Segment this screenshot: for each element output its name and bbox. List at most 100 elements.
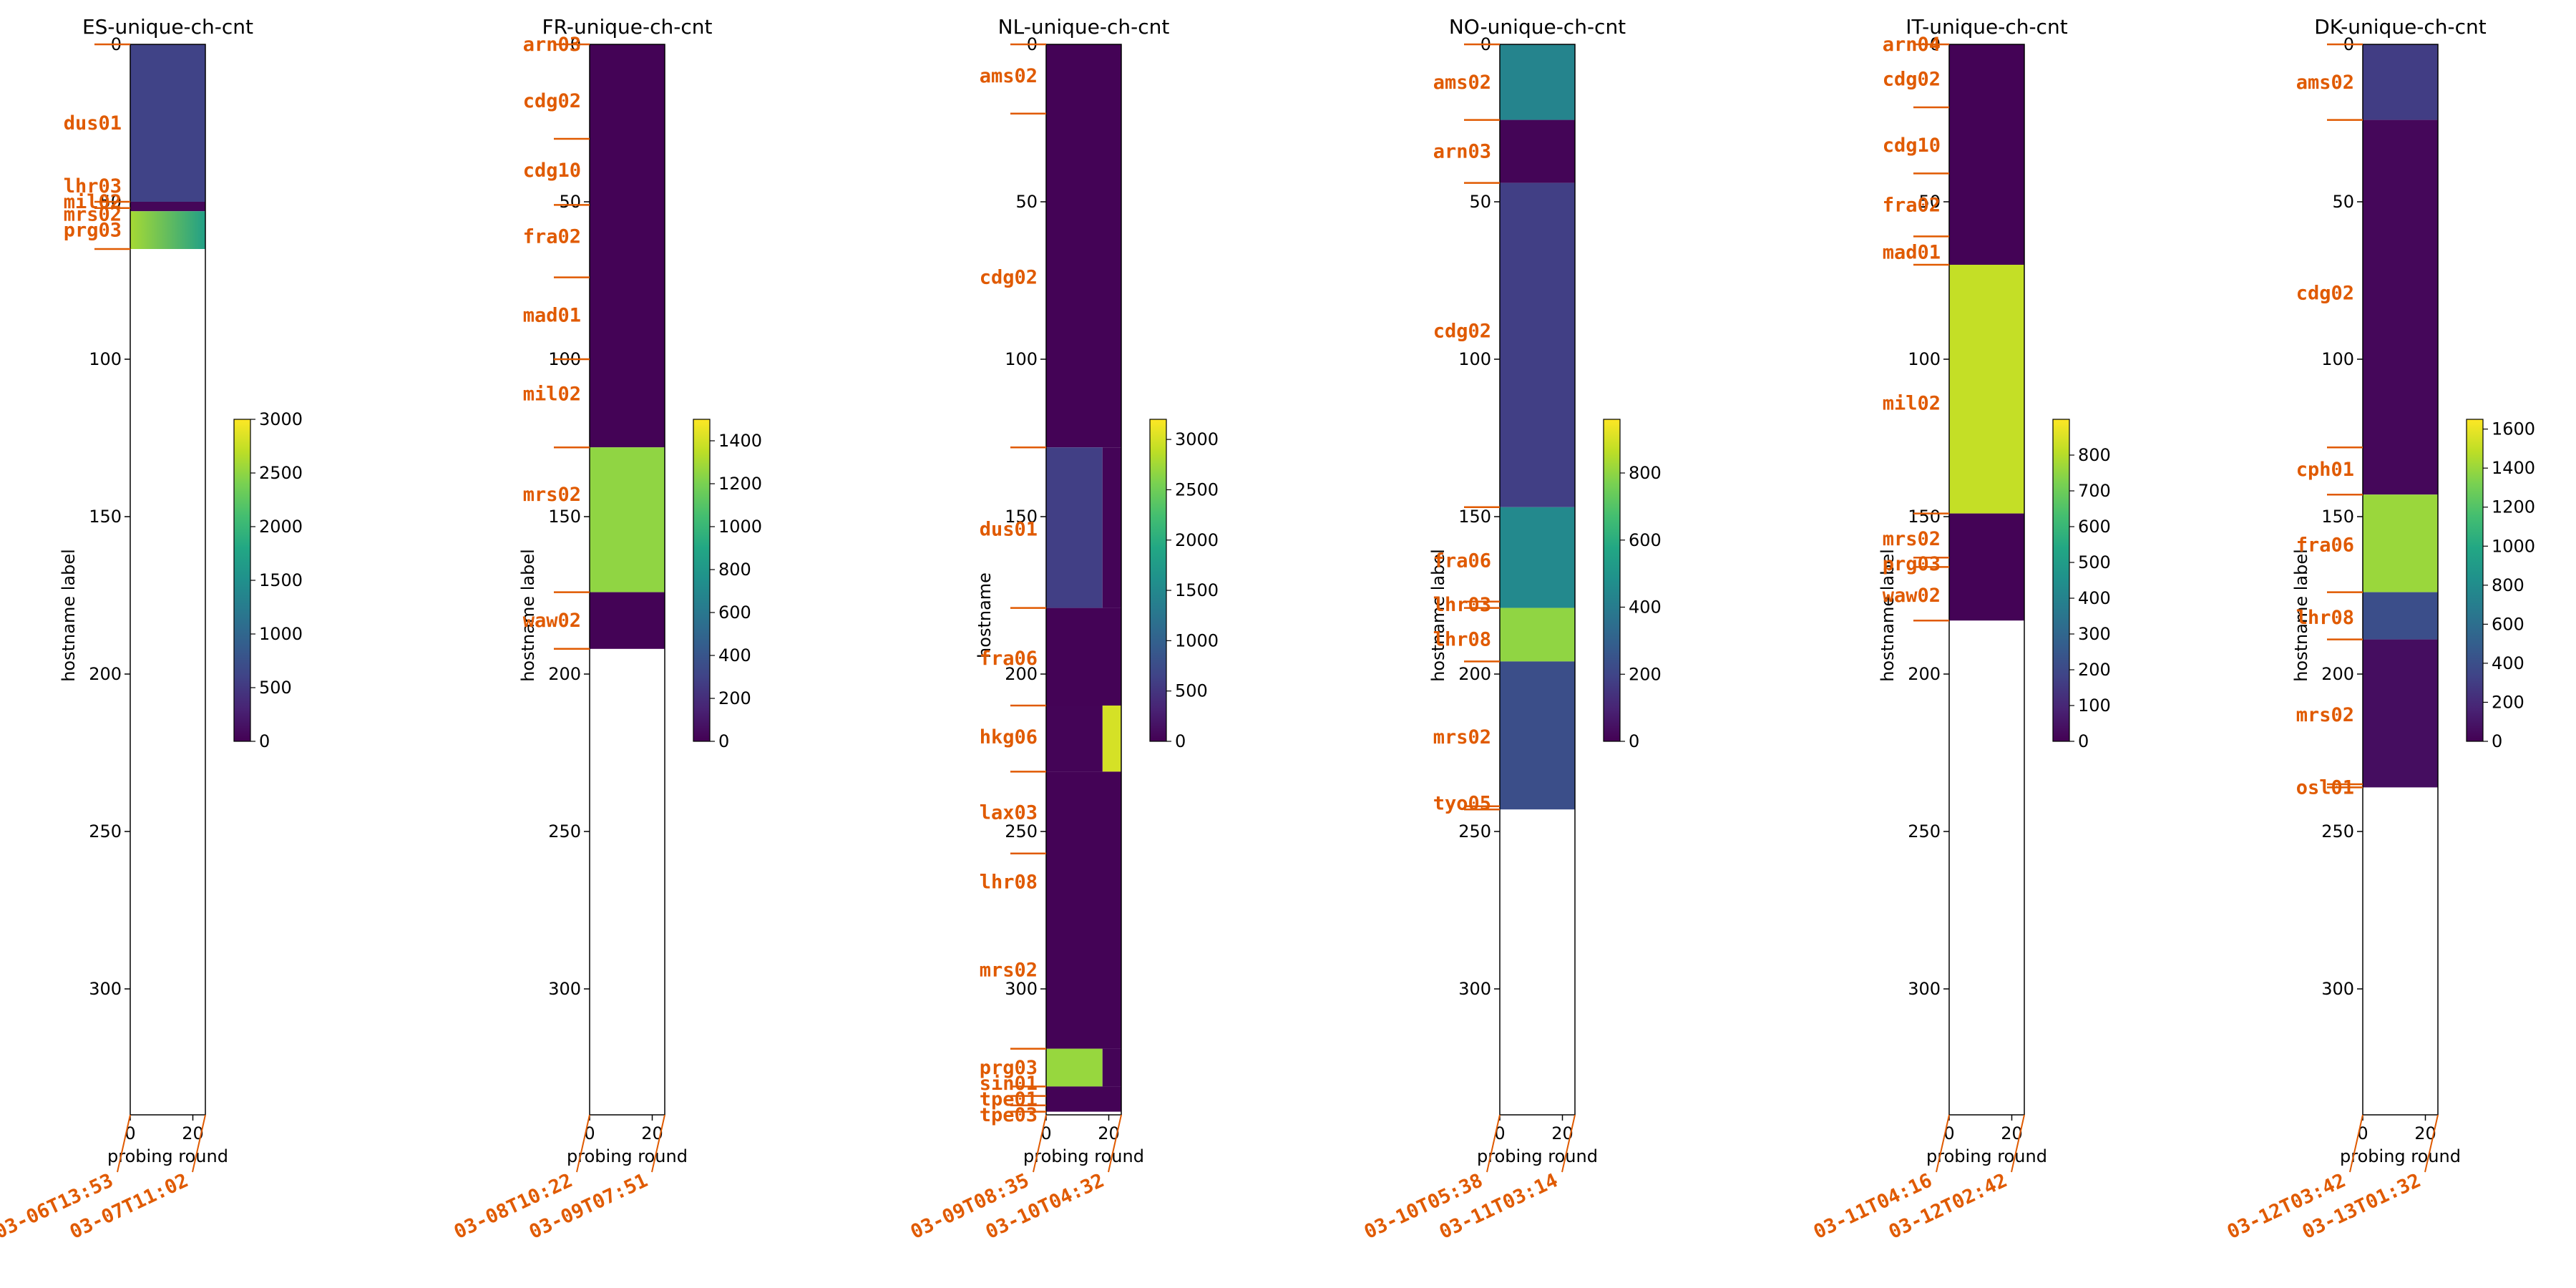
x-axis-label: probing round — [567, 1146, 688, 1166]
colorbar-tick-label: 800 — [2492, 575, 2524, 595]
colorbar-tick-label: 400 — [718, 645, 751, 665]
x-axis-label: probing round — [107, 1146, 228, 1166]
host-label: prg03 — [980, 1057, 1038, 1079]
colorbar-tick-label: 1000 — [1175, 630, 1219, 650]
colorbar-tick-label: 1500 — [1175, 580, 1219, 600]
host-label: lhr03 — [1433, 594, 1491, 616]
y-tick-label: 150 — [1908, 507, 1941, 527]
colorbar-tick-label: 500 — [1175, 681, 1208, 701]
y-axis-label: hostname label — [1428, 549, 1448, 682]
heatmap-band — [2363, 44, 2438, 120]
heatmap-band — [1500, 608, 1575, 662]
heatmap-band — [1046, 1086, 1121, 1112]
host-label: cdg10 — [1883, 135, 1941, 157]
colorbar-tick-label: 3000 — [259, 409, 303, 429]
y-tick-label: 150 — [89, 507, 122, 527]
host-label: fra06 — [1433, 550, 1491, 572]
x-axis-label: probing round — [1926, 1146, 2047, 1166]
host-label: dus01 — [980, 519, 1038, 541]
host-label: lhr08 — [2296, 607, 2354, 629]
axes-frame — [1948, 44, 2025, 1116]
colorbar-tick-label: 1600 — [2492, 419, 2535, 439]
date-tick — [1561, 1114, 1576, 1173]
heatmap-band — [2363, 592, 2438, 640]
date-tick — [1108, 1114, 1122, 1173]
y-tick-label: 50 — [559, 192, 581, 212]
y-tick-label: 50 — [1015, 192, 1038, 212]
colorbar-tick-label: 200 — [1629, 664, 1662, 684]
host-label: tpe03 — [980, 1104, 1038, 1126]
x-axis-label: probing round — [2340, 1146, 2461, 1166]
host-label: waw02 — [1883, 585, 1941, 607]
y-tick-label: 200 — [1458, 664, 1491, 684]
host-label: fra02 — [523, 225, 581, 248]
host-label: mrs02 — [980, 960, 1038, 982]
colorbar-frame — [1603, 419, 1621, 742]
host-label: arn03 — [523, 34, 581, 56]
heatmap-band — [1046, 608, 1121, 706]
heatmap-band — [1046, 447, 1103, 608]
host-label: fra06 — [980, 648, 1038, 670]
colorbar: 0 500 1000 1500 2000 2500 3000 — [233, 409, 303, 751]
date-tick — [576, 1114, 590, 1173]
colorbar-tick-label: 600 — [1629, 530, 1662, 550]
y-axis-label: hostname label — [2291, 549, 2311, 682]
panel-title: DK-unique-ch-cnt — [2314, 15, 2487, 39]
colorbar-tick-label: 600 — [2078, 517, 2111, 537]
y-tick-label: 100 — [1908, 349, 1941, 369]
host-label: cdg02 — [980, 267, 1038, 289]
y-axis-label: hostname label — [518, 549, 538, 682]
y-tick-label: 150 — [548, 507, 581, 527]
date-tick — [2424, 1114, 2439, 1173]
heatmap-band — [2363, 639, 2438, 788]
heatmap-band — [1949, 265, 2024, 514]
host-label: ams02 — [2296, 72, 2354, 94]
colorbar-tick-label: 1200 — [718, 474, 762, 494]
host-label: mrs02 — [1433, 726, 1491, 748]
x-axis-label: probing round — [1023, 1146, 1144, 1166]
y-tick-label: 250 — [1458, 821, 1491, 841]
colorbar-gradient — [1150, 419, 1166, 741]
heatmap-band — [2363, 494, 2438, 592]
colorbar-tick-label: 3000 — [1175, 429, 1219, 449]
colorbar-tick-label: 600 — [2492, 614, 2524, 634]
host-label: lhr08 — [980, 871, 1038, 893]
heatmap-band — [1046, 771, 1121, 1049]
x-axis-label: probing round — [1477, 1146, 1598, 1166]
heatmap-band — [2363, 119, 2438, 495]
panel-title: IT-unique-ch-cnt — [1906, 15, 2067, 39]
colorbar-tick-label: 0 — [2078, 731, 2089, 751]
date-tick — [1033, 1114, 1047, 1173]
host-label: cdg10 — [523, 160, 581, 182]
colorbar: 0 200 400 600 800 1000 1200 1400 — [693, 419, 762, 751]
y-tick-label: 300 — [1458, 979, 1491, 999]
colorbar-gradient — [234, 419, 250, 741]
host-label: arn04 — [1883, 34, 1941, 56]
heatmap-band — [1102, 706, 1121, 772]
host-label: waw02 — [523, 610, 581, 632]
colorbar-gradient — [2053, 419, 2069, 741]
y-tick-label: 50 — [2332, 192, 2354, 212]
colorbar-tick-label: 2000 — [1175, 530, 1219, 550]
heatmap-band — [130, 211, 205, 249]
colorbar-gradient — [1604, 419, 1620, 741]
y-axis-label: hostname label — [1878, 549, 1898, 682]
colorbar-tick-label: 800 — [718, 560, 751, 580]
colorbar-tick-label: 1400 — [718, 431, 762, 451]
heatmap-band-rest — [1046, 706, 1103, 772]
colorbar-tick-label: 600 — [718, 602, 751, 623]
y-tick-label: 300 — [2321, 979, 2354, 999]
panel-title: NL-unique-ch-cnt — [998, 15, 1170, 39]
colorbar-tick-label: 200 — [2078, 660, 2111, 680]
y-tick-label: 150 — [1458, 507, 1491, 527]
colorbar-gradient — [693, 419, 710, 741]
y-tick-label: 300 — [1908, 979, 1941, 999]
colorbar-tick-label: 300 — [2078, 624, 2111, 644]
y-tick-label: 200 — [2321, 664, 2354, 684]
heatmap-band — [1500, 661, 1575, 810]
axes-frame — [589, 44, 665, 1116]
host-label: mrs02 — [523, 484, 581, 506]
heatmap-band — [590, 44, 665, 448]
